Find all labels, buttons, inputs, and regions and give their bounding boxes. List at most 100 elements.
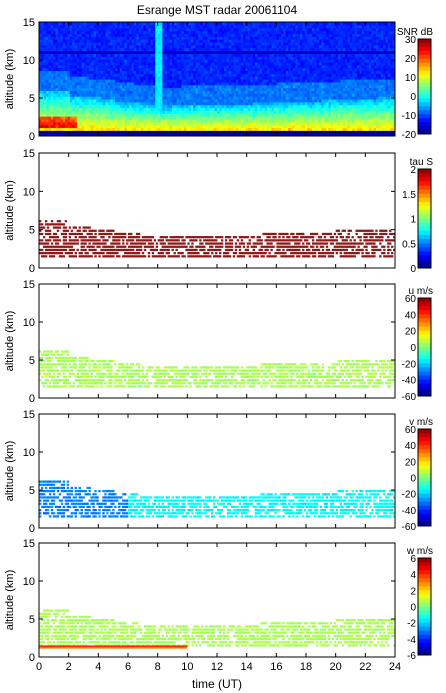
snr-cell (117, 64, 121, 69)
snr-cell (164, 118, 168, 123)
snr-cell (155, 41, 159, 46)
snr-cell (226, 79, 230, 83)
snr-cell (86, 61, 90, 66)
snr-cell (57, 127, 61, 131)
snr-cell (84, 118, 88, 123)
snr-cell (114, 121, 118, 126)
snr-cell (67, 27, 71, 32)
snr-cell (259, 101, 263, 106)
snr-cell (319, 87, 323, 91)
snr-cell (138, 44, 142, 49)
snr-cell (198, 96, 201, 100)
snr-cell (247, 50, 251, 54)
snr-cell (297, 70, 301, 74)
snr-cell (214, 70, 218, 74)
snr-cell (74, 59, 78, 63)
snr-cell (76, 101, 80, 106)
snr-cell (217, 124, 220, 129)
snr-cell (285, 93, 289, 97)
snr-cell (103, 87, 107, 91)
snr-cell (186, 61, 190, 66)
snr-cell (148, 118, 152, 123)
snr-cell (155, 56, 159, 60)
snr-cell (328, 107, 332, 111)
snr-cell (167, 81, 171, 86)
snr-cell (131, 22, 135, 26)
snr-cell (62, 90, 66, 94)
snr-cell (219, 101, 223, 106)
snr-cell (176, 90, 180, 94)
snr-cell (114, 87, 118, 91)
snr-cell (283, 107, 287, 111)
snr-cell (321, 39, 325, 43)
snr-cell (136, 24, 140, 29)
snr-cell (171, 98, 175, 103)
snr-cell (39, 39, 42, 43)
snr-cell (250, 41, 254, 46)
snr-cell (79, 133, 83, 136)
snr-cell (53, 39, 57, 43)
snr-cell (228, 104, 232, 109)
snr-cell (57, 70, 61, 74)
snr-cell (209, 116, 213, 120)
snr-cell (233, 30, 237, 34)
snr-cell (133, 110, 137, 114)
snr-cell (79, 127, 83, 131)
snr-cell (155, 27, 159, 32)
snr-cell (155, 127, 159, 131)
snr-cell (316, 73, 320, 77)
snr-cell (243, 33, 247, 37)
snr-cell (84, 93, 88, 97)
snr-cell (257, 130, 261, 134)
snr-cell (278, 84, 282, 89)
snr-cell (174, 39, 178, 43)
snr-cell (259, 59, 263, 63)
snr-cell (283, 118, 287, 123)
snr-cell (295, 110, 299, 114)
snr-cell (171, 64, 175, 69)
snr-cell (131, 118, 135, 123)
snr-cell (169, 81, 173, 86)
snr-cell (309, 104, 313, 109)
snr-cell (290, 113, 294, 117)
snr-cell (224, 41, 228, 46)
snr-cell (328, 76, 332, 80)
snr-cell (67, 59, 71, 63)
snr-cell (297, 96, 301, 100)
snr-cell (84, 53, 88, 57)
snr-cell (67, 53, 71, 57)
snr-cell (95, 47, 99, 52)
snr-cell (110, 41, 114, 46)
snr-cell (164, 121, 168, 126)
snr-cell (238, 110, 242, 114)
snr-cell (269, 41, 273, 46)
snr-cell (124, 118, 128, 123)
snr-cell (176, 101, 180, 106)
snr-cell (55, 24, 59, 29)
snr-cell (50, 124, 54, 129)
snr-cell (167, 44, 171, 49)
snr-cell (198, 22, 201, 26)
snr-cell (231, 33, 235, 37)
snr-cell (88, 87, 92, 91)
snr-cell (288, 104, 292, 109)
snr-cell (157, 24, 161, 29)
snr-cell (288, 110, 292, 114)
snr-cell (207, 70, 211, 74)
snr-cell (205, 64, 209, 69)
snr-cell (235, 87, 239, 91)
snr-cell (169, 84, 173, 89)
snr-cell (69, 22, 73, 26)
snr-cell (53, 70, 57, 74)
snr-cell (226, 59, 230, 63)
snr-cell (297, 101, 301, 106)
snr-cell (300, 127, 304, 131)
snr-cell (117, 39, 121, 43)
snr-cell (330, 64, 334, 69)
snr-cell (55, 90, 59, 94)
snr-cell (72, 39, 76, 43)
snr-cell (93, 87, 97, 91)
snr-cell (333, 61, 337, 66)
snr-cell (41, 59, 45, 63)
snr-cell (164, 22, 168, 26)
